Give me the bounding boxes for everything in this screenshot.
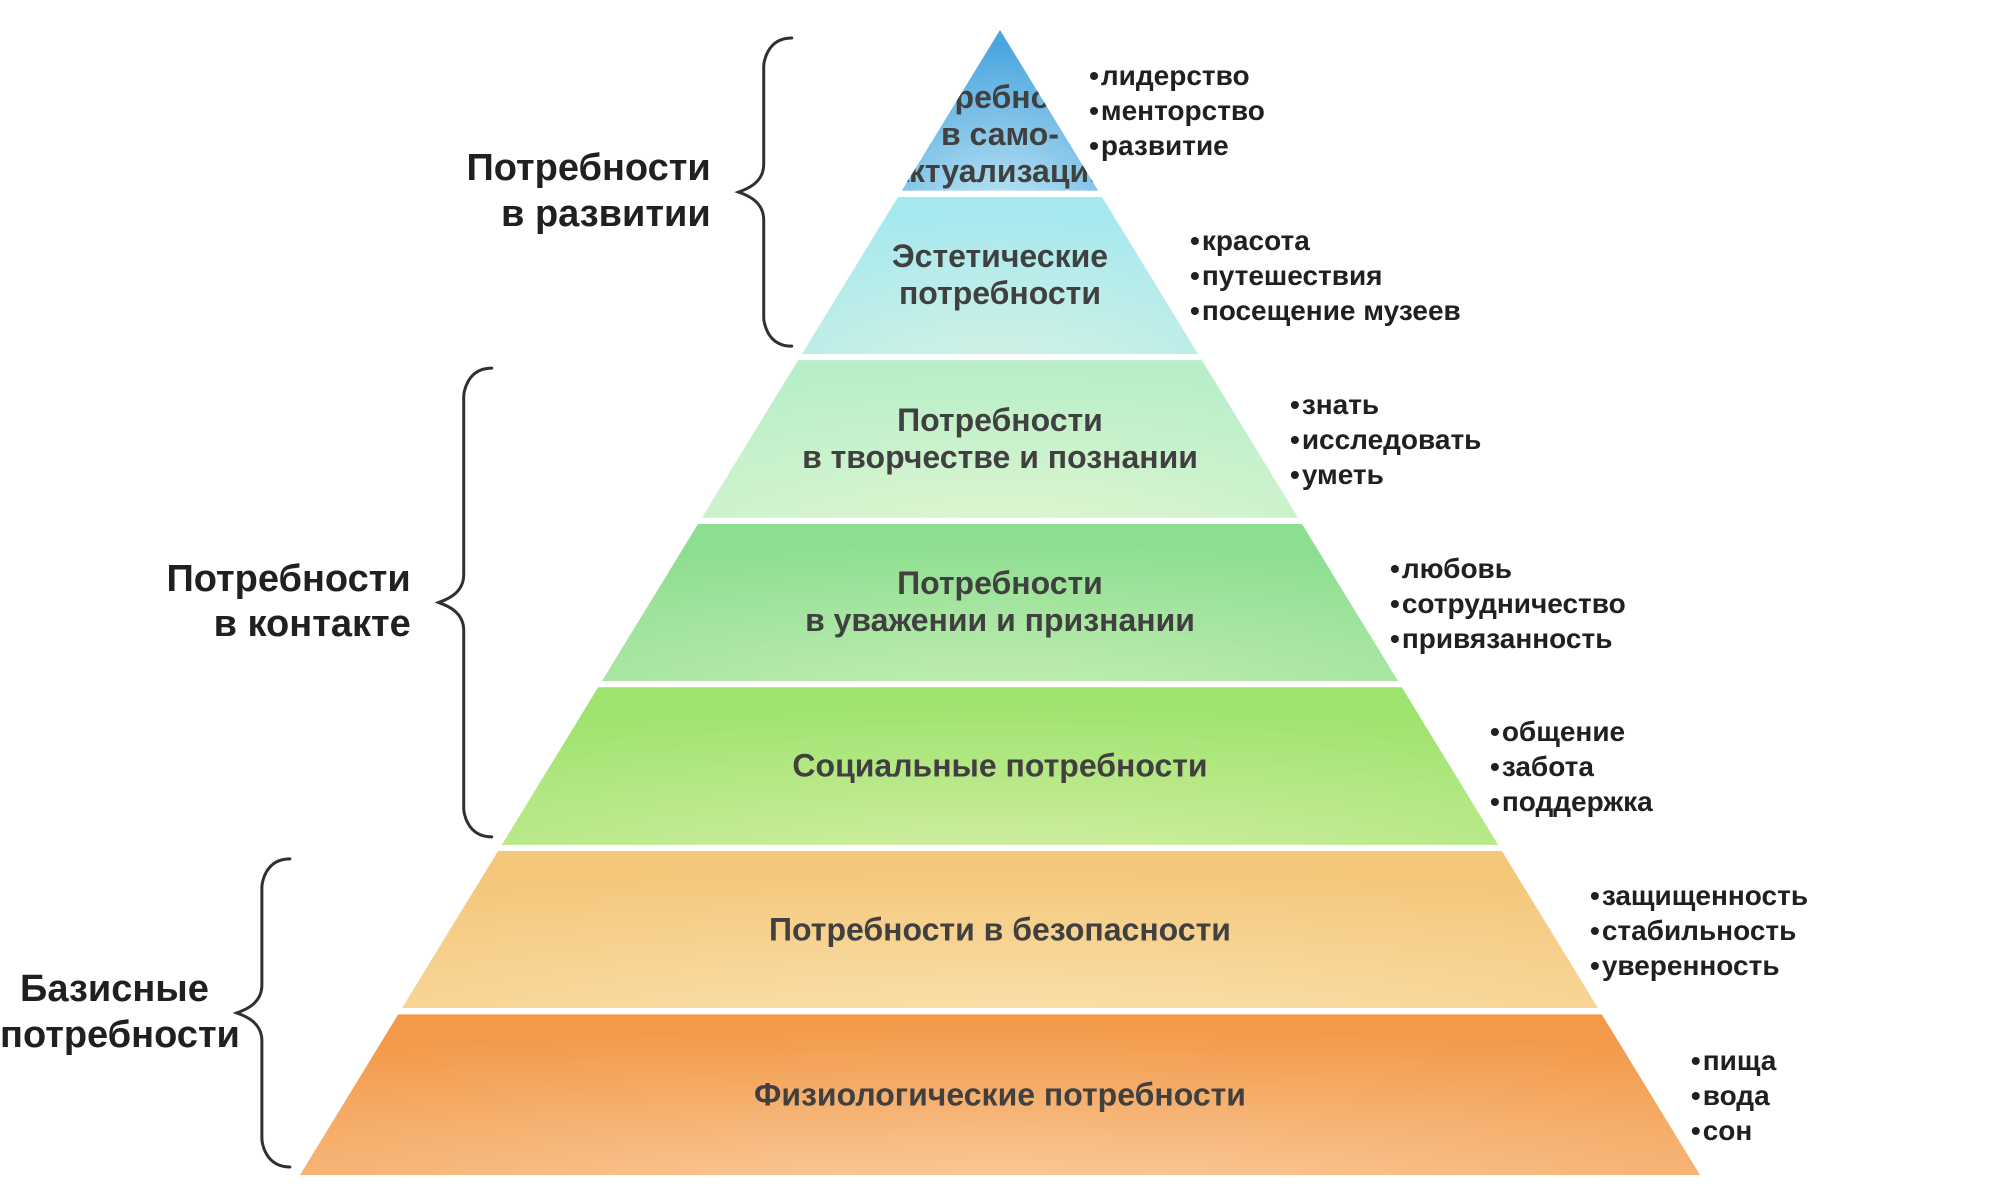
group-brace-2: [237, 859, 290, 1167]
example-item: путешествия: [1190, 258, 1461, 293]
group-brace-1: [439, 368, 492, 837]
pyramid-level-1: Эстетическиепотребности: [802, 197, 1198, 355]
group-label-2: Базисныепотребности: [0, 967, 209, 1058]
pyramid-level-2: Потребностив творчестве и познании: [702, 360, 1298, 518]
level-label: Эстетическиепотребности: [892, 239, 1108, 313]
example-item: сотрудничество: [1390, 586, 1626, 621]
level-examples-5: защищенностьстабильностьуверенность: [1590, 878, 1808, 983]
level-label: Социальные потребности: [792, 748, 1207, 785]
group-brace-0: [739, 38, 792, 346]
pyramid-level-5: Потребности в безопасности: [402, 851, 1598, 1009]
level-examples-3: любовьсотрудничествопривязанность: [1390, 551, 1626, 656]
example-item: знать: [1290, 387, 1481, 422]
level-examples-0: лидерствоменторстворазвитие: [1089, 58, 1265, 163]
level-label: Потребностив само-актуализации: [891, 79, 1109, 189]
level-examples-6: пищаводасон: [1691, 1043, 1776, 1148]
pyramid-level-0: Потребностив само-актуализации: [902, 30, 1098, 191]
example-item: вода: [1691, 1078, 1776, 1113]
group-label-1: Потребностив контакте: [0, 557, 411, 648]
pyramid-level-3: Потребностив уважении и признании: [602, 524, 1398, 682]
example-item: любовь: [1390, 551, 1626, 586]
level-label: Потребностив творчестве и познании: [802, 402, 1198, 476]
example-item: сон: [1691, 1113, 1776, 1148]
level-examples-2: знатьисследоватьуметь: [1290, 387, 1481, 492]
example-item: красота: [1190, 223, 1461, 258]
example-item: защищенность: [1590, 878, 1808, 913]
example-item: пища: [1691, 1043, 1776, 1078]
example-item: поддержка: [1490, 784, 1653, 819]
example-item: общение: [1490, 714, 1653, 749]
level-label: Потребности в безопасности: [769, 911, 1231, 948]
example-item: уметь: [1290, 457, 1481, 492]
example-item: исследовать: [1290, 422, 1481, 457]
example-item: лидерство: [1089, 58, 1265, 93]
level-label: Физиологические потребности: [754, 1076, 1246, 1113]
pyramid-diagram: Потребностив само-актуализациилидерством…: [0, 0, 2000, 1200]
example-item: посещение музеев: [1190, 293, 1461, 328]
example-item: привязанность: [1390, 621, 1626, 656]
example-item: уверенность: [1590, 948, 1808, 983]
level-examples-4: общениезаботаподдержка: [1490, 714, 1653, 819]
example-item: стабильность: [1590, 913, 1808, 948]
pyramid-level-4: Социальные потребности: [502, 687, 1498, 845]
group-label-0: Потребностив развитии: [0, 146, 711, 237]
pyramid-level-6: Физиологические потребности: [300, 1014, 1700, 1175]
level-examples-1: красотапутешествияпосещение музеев: [1190, 223, 1461, 328]
level-label: Потребностив уважении и признании: [805, 566, 1195, 640]
example-item: менторство: [1089, 93, 1265, 128]
example-item: забота: [1490, 749, 1653, 784]
example-item: развитие: [1089, 128, 1265, 163]
